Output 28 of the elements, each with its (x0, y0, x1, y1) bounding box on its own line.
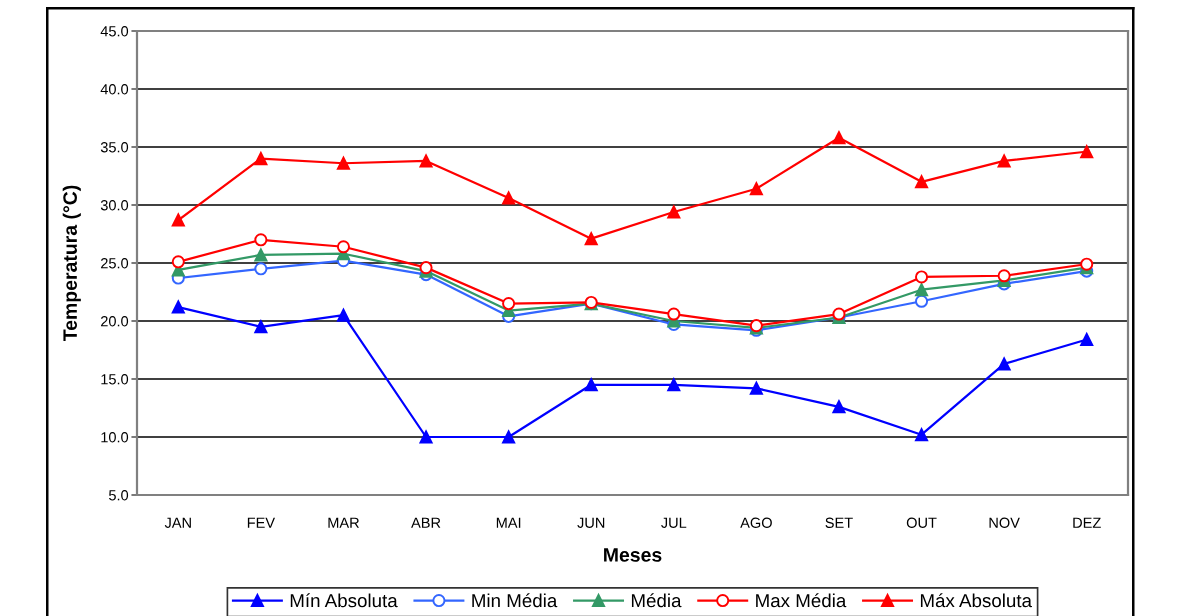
x-tick-label: DEZ (1073, 517, 1101, 528)
x-tick-label: ABR (411, 517, 441, 528)
legend-label: Média (631, 593, 682, 608)
y-tick-label: 10.0 (101, 432, 129, 443)
x-tick-label: JUL (661, 517, 687, 528)
y-tick-label: 20.0 (101, 316, 129, 327)
legend-label: Máx Absoluta (920, 593, 1032, 608)
x-tick-label: MAI (496, 517, 521, 528)
x-tick-label: NOV (989, 517, 1020, 528)
x-tick-label: JUN (577, 517, 605, 528)
y-tick-label: 45.0 (100, 26, 129, 37)
y-tick-label: 15.0 (101, 374, 129, 385)
legend-label: Mín Absoluta (290, 593, 398, 608)
x-tick-label: FEV (247, 517, 275, 528)
x-tick-label: MAR (328, 517, 359, 528)
legend-label: Min Média (472, 593, 558, 608)
x-tick-label: JAN (164, 517, 191, 528)
x-tick-label: AGO (740, 517, 772, 528)
y-tick-label: 35.0 (100, 142, 129, 153)
x-tick-label: OUT (906, 517, 937, 528)
y-tick-label: 25.0 (101, 258, 129, 269)
y-tick-label: 30.0 (100, 200, 129, 211)
y-tick-label: 40.0 (100, 84, 129, 95)
y-tick-label: 5.0 (108, 490, 129, 501)
x-axis-title: Meses (604, 548, 662, 562)
legend-label: Max Média (756, 593, 847, 608)
y-axis-title: Temperatura (°C) (62, 185, 81, 342)
x-tick-label: SET (825, 517, 853, 528)
